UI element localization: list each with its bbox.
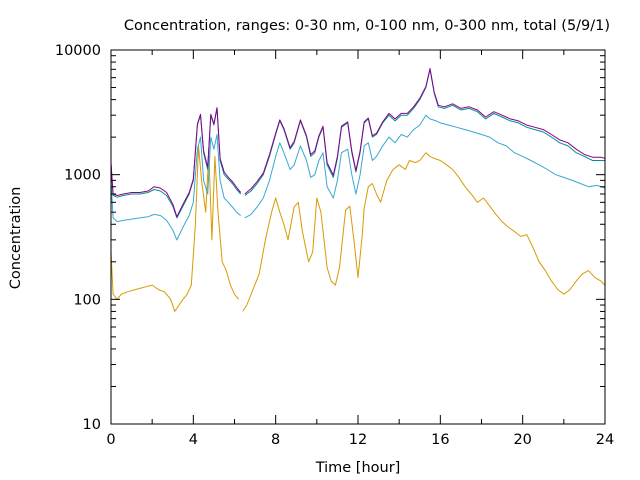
x-tick-label: 16 (431, 432, 449, 448)
y-axis-label: Concentration (8, 187, 24, 290)
x-tick-label: 4 (189, 432, 198, 448)
plot-frame (110, 49, 606, 425)
series-line-3 (110, 68, 605, 219)
x-axis-label: Time [hour] (315, 460, 401, 476)
y-tick-label: 100 (73, 292, 101, 308)
axes: 0 4 8 12 16 20 24 10 100 1000 10000 (55, 43, 614, 448)
chart-title: Concentration, ranges: 0-30 nm, 0-100 nm… (124, 18, 610, 34)
y-tick-label: 1000 (64, 168, 101, 184)
series-line-2 (110, 114, 606, 241)
x-tick-label: 20 (513, 432, 531, 448)
x-tick-label: 8 (271, 432, 280, 448)
y-tick-label: 10 (83, 417, 101, 433)
series-line-1 (110, 145, 606, 312)
x-tick-label: 24 (596, 432, 614, 448)
x-tick-label: 0 (106, 432, 115, 448)
series-line-4 (110, 68, 606, 218)
y-tick-label: 10000 (55, 43, 101, 59)
x-tick-label: 12 (349, 432, 367, 448)
series-group (110, 68, 606, 312)
